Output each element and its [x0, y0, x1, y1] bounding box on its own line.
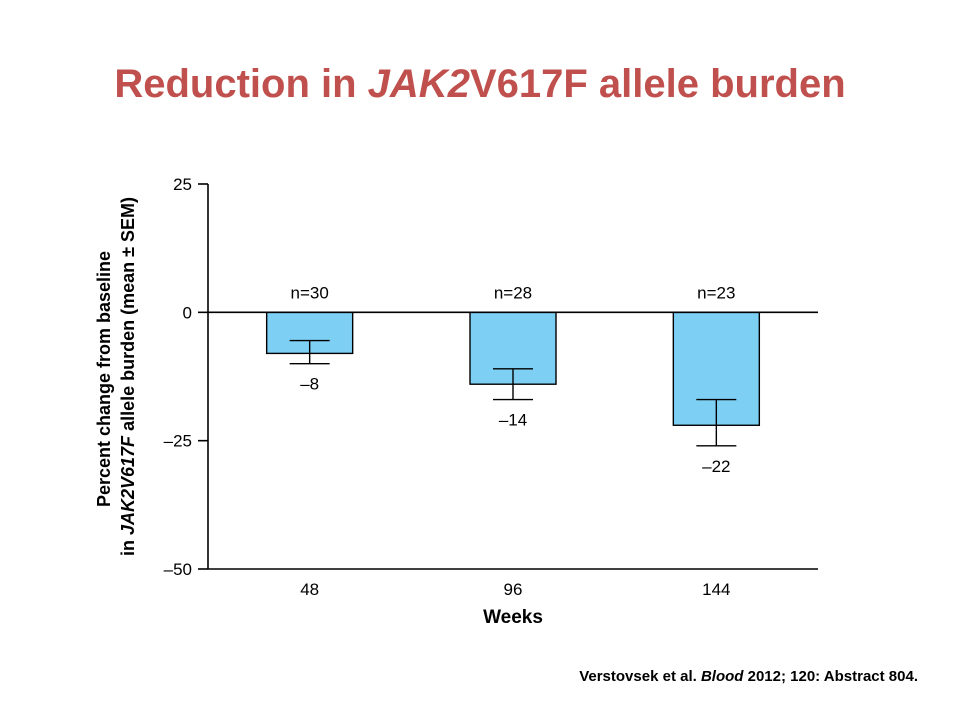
n-label: n=30	[291, 283, 329, 302]
y-tick-label: –50	[164, 560, 192, 579]
citation-journal: Blood	[700, 668, 744, 685]
y-axis-label-line1: Percent change from baseline	[94, 251, 114, 507]
n-label: n=28	[494, 283, 532, 302]
data-labels: n=30 –8 n=28 –14 n=23 –22	[291, 283, 736, 475]
citation-suffix: 2012; 120: Abstract 804.	[743, 668, 918, 685]
title-italic: JAK2	[367, 62, 470, 106]
slide-title: Reduction in JAK2V617F allele burden	[0, 62, 960, 107]
y-axis: 25 0 –25 –50	[164, 175, 209, 579]
value-label: –14	[499, 411, 527, 430]
y-axis-label: Percent change from baseline in JAK2V617…	[94, 197, 138, 556]
value-label: –8	[300, 375, 319, 394]
x-axis-label: Weeks	[483, 607, 543, 628]
y-axis-label-line2-suffix: allele burden (mean ± SEM)	[118, 197, 138, 436]
y-tick-label: 25	[173, 175, 192, 194]
title-suffix: V617F allele burden	[469, 62, 846, 106]
citation-prefix: Verstovsek et al.	[579, 668, 701, 685]
title-prefix: Reduction in	[114, 62, 368, 106]
n-label: n=23	[697, 283, 735, 302]
x-tick-label: 96	[504, 580, 523, 599]
citation: Verstovsek et al. Blood 2012; 120: Abstr…	[579, 668, 918, 685]
y-tick-label: –25	[164, 432, 192, 451]
y-axis-label-line2-prefix: in	[118, 535, 138, 556]
error-bars	[289, 339, 737, 447]
bars	[265, 311, 761, 426]
x-tick-label: 144	[702, 580, 730, 599]
x-axis: 48 96 144	[208, 568, 818, 599]
value-label: –22	[702, 457, 730, 476]
y-axis-label-line2-italic: JAK2V617F	[118, 435, 138, 535]
x-tick-label: 48	[300, 580, 319, 599]
y-tick-label: 0	[183, 303, 192, 322]
